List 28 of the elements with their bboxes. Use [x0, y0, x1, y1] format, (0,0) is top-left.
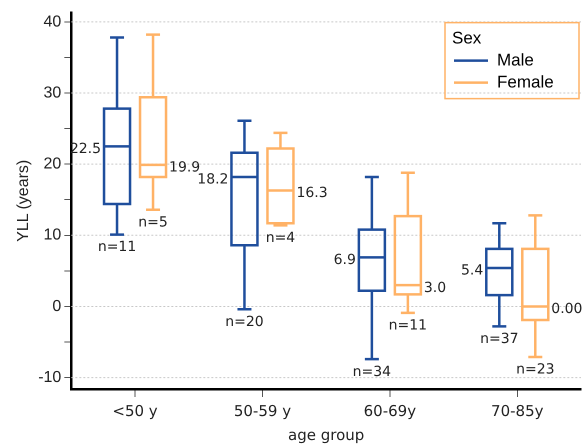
- annotation: n=4: [266, 230, 296, 246]
- annotation: n=37: [480, 331, 518, 348]
- x-tick-label: 70-85y: [491, 402, 544, 420]
- x-tick-label: 60-69y: [364, 402, 416, 420]
- legend-label: Male: [497, 50, 534, 70]
- legend-title: Sex: [452, 28, 482, 48]
- y-tick-label: 10: [44, 226, 62, 244]
- annotation: n=34: [352, 364, 392, 380]
- x-tick-label: <50 y: [112, 402, 158, 420]
- annotation: n=11: [98, 239, 136, 256]
- annotation: 6.9: [334, 252, 356, 268]
- annotation: n=5: [138, 214, 168, 230]
- legend-label: Female: [497, 72, 554, 92]
- annotation: n=11: [388, 318, 428, 334]
- annotation: 0.00: [551, 301, 582, 318]
- annotation: 5.4: [461, 262, 484, 279]
- y-tick-label: 0: [52, 298, 62, 315]
- y-tick-label: 20: [44, 156, 62, 173]
- y-tick-label: -10: [38, 369, 62, 386]
- y-tick-label: 40: [44, 13, 62, 30]
- x-axis-title: age group: [288, 426, 364, 444]
- annotation: n=20: [225, 314, 264, 330]
- x-tick-label: 50-59 y: [234, 402, 292, 420]
- y-axis-title: YLL (years): [15, 160, 32, 242]
- annotation: 3.0: [424, 280, 446, 296]
- y-tick-label: 30: [44, 84, 62, 102]
- annotation: n=23: [516, 362, 554, 378]
- annotation: 16.3: [296, 185, 328, 202]
